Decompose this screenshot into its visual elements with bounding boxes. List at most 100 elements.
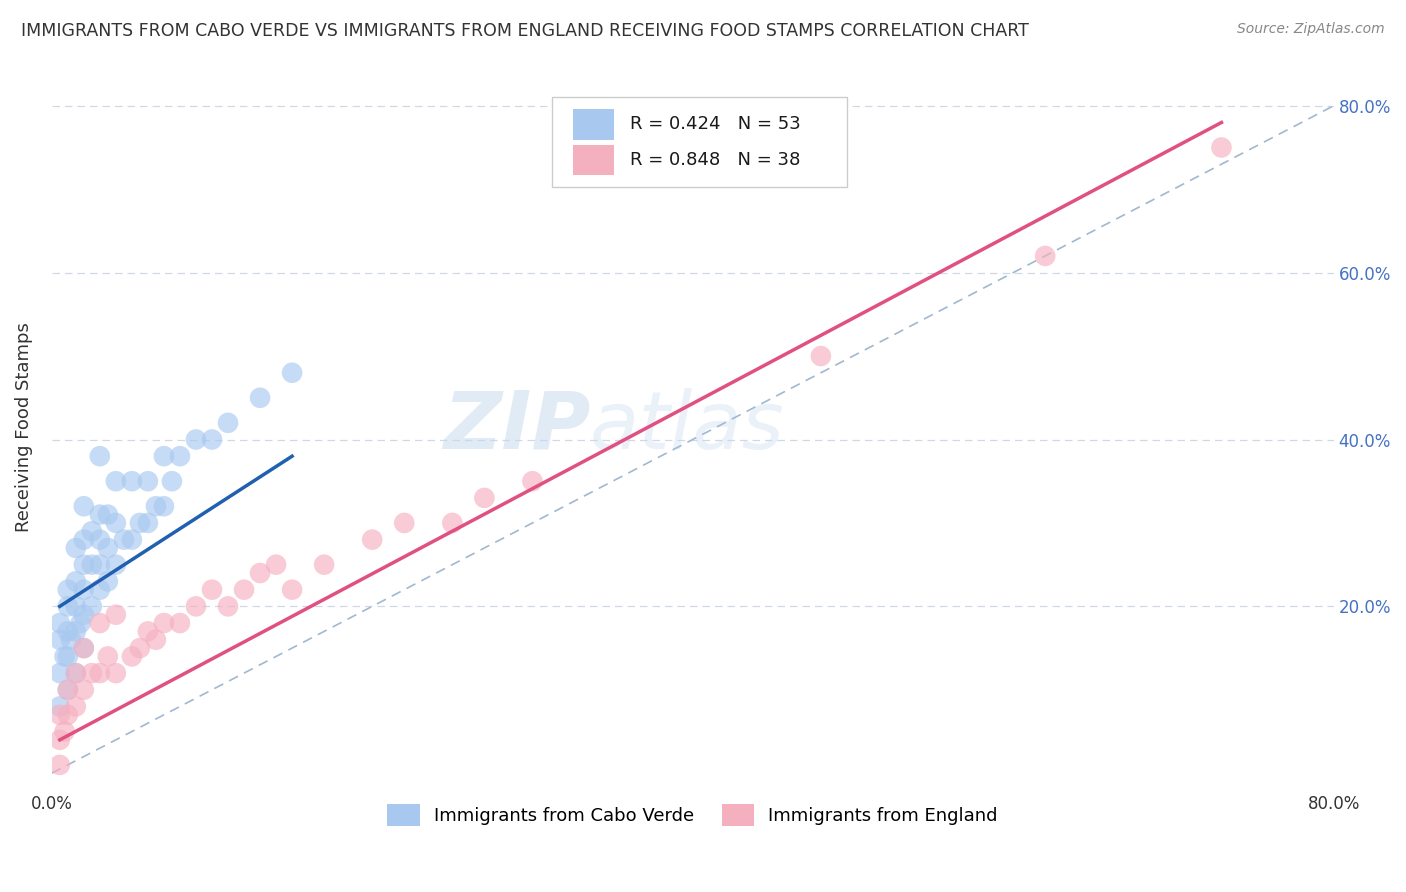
Text: IMMIGRANTS FROM CABO VERDE VS IMMIGRANTS FROM ENGLAND RECEIVING FOOD STAMPS CORR: IMMIGRANTS FROM CABO VERDE VS IMMIGRANTS… <box>21 22 1029 40</box>
Point <box>160 474 183 488</box>
Point <box>1033 249 1056 263</box>
FancyBboxPatch shape <box>551 96 846 187</box>
Point <box>59 632 82 647</box>
Point <box>104 474 127 488</box>
Point <box>73 607 96 622</box>
Point <box>56 582 79 597</box>
Point <box>80 558 103 572</box>
Point <box>65 699 87 714</box>
Point <box>121 474 143 488</box>
Text: R = 0.848   N = 38: R = 0.848 N = 38 <box>630 151 800 169</box>
Point <box>49 666 72 681</box>
Point <box>49 757 72 772</box>
Text: Source: ZipAtlas.com: Source: ZipAtlas.com <box>1237 22 1385 37</box>
Point <box>522 474 544 488</box>
Point <box>56 682 79 697</box>
Point <box>201 433 224 447</box>
Point <box>97 649 120 664</box>
Point <box>65 599 87 614</box>
Point <box>233 582 256 597</box>
Point <box>49 632 72 647</box>
Point <box>49 732 72 747</box>
Point <box>121 649 143 664</box>
Point <box>474 491 496 505</box>
Text: R = 0.424   N = 53: R = 0.424 N = 53 <box>630 115 800 133</box>
Point <box>89 558 111 572</box>
Point <box>97 541 120 555</box>
Point <box>89 615 111 630</box>
Point <box>104 558 127 572</box>
Point <box>65 666 87 681</box>
Point <box>184 433 207 447</box>
Point <box>249 566 271 580</box>
Point <box>97 508 120 522</box>
Point <box>73 641 96 656</box>
Point <box>128 516 150 530</box>
Point <box>97 574 120 589</box>
Point <box>104 516 127 530</box>
Bar <box>574 145 614 175</box>
Point <box>56 624 79 639</box>
Point <box>56 599 79 614</box>
Point <box>65 666 87 681</box>
Text: atlas: atlas <box>591 388 785 466</box>
Point <box>56 682 79 697</box>
Point <box>73 558 96 572</box>
Point <box>56 707 79 722</box>
Point <box>441 516 464 530</box>
Point <box>153 500 176 514</box>
Point <box>53 649 76 664</box>
Point <box>361 533 384 547</box>
Point <box>136 474 159 488</box>
Point <box>80 524 103 539</box>
Point <box>281 366 304 380</box>
Point <box>169 615 191 630</box>
Point <box>810 349 832 363</box>
Point <box>89 533 111 547</box>
Point <box>73 533 96 547</box>
Point <box>136 516 159 530</box>
Point <box>184 599 207 614</box>
Point <box>89 666 111 681</box>
Point <box>53 724 76 739</box>
Point <box>264 558 287 572</box>
Point <box>89 449 111 463</box>
Point <box>56 649 79 664</box>
Point <box>201 582 224 597</box>
Point <box>217 416 239 430</box>
Point <box>49 699 72 714</box>
Point <box>394 516 416 530</box>
Point <box>169 449 191 463</box>
Point <box>249 391 271 405</box>
Point <box>80 666 103 681</box>
Legend: Immigrants from Cabo Verde, Immigrants from England: Immigrants from Cabo Verde, Immigrants f… <box>378 796 1007 835</box>
Point <box>89 582 111 597</box>
Point <box>65 541 87 555</box>
Point <box>128 641 150 656</box>
Point <box>112 533 135 547</box>
Point <box>73 582 96 597</box>
Bar <box>574 109 614 139</box>
Point <box>65 574 87 589</box>
Point <box>1211 140 1233 154</box>
Point <box>136 624 159 639</box>
Point <box>145 632 167 647</box>
Point <box>121 533 143 547</box>
Point <box>69 615 91 630</box>
Point <box>153 615 176 630</box>
Point <box>145 500 167 514</box>
Point <box>104 607 127 622</box>
Point <box>314 558 336 572</box>
Point <box>80 599 103 614</box>
Text: ZIP: ZIP <box>443 388 591 466</box>
Point <box>104 666 127 681</box>
Point <box>281 582 304 597</box>
Point <box>73 682 96 697</box>
Point <box>217 599 239 614</box>
Y-axis label: Receiving Food Stamps: Receiving Food Stamps <box>15 322 32 532</box>
Point <box>73 641 96 656</box>
Point <box>153 449 176 463</box>
Point <box>89 508 111 522</box>
Point <box>73 500 96 514</box>
Point <box>49 707 72 722</box>
